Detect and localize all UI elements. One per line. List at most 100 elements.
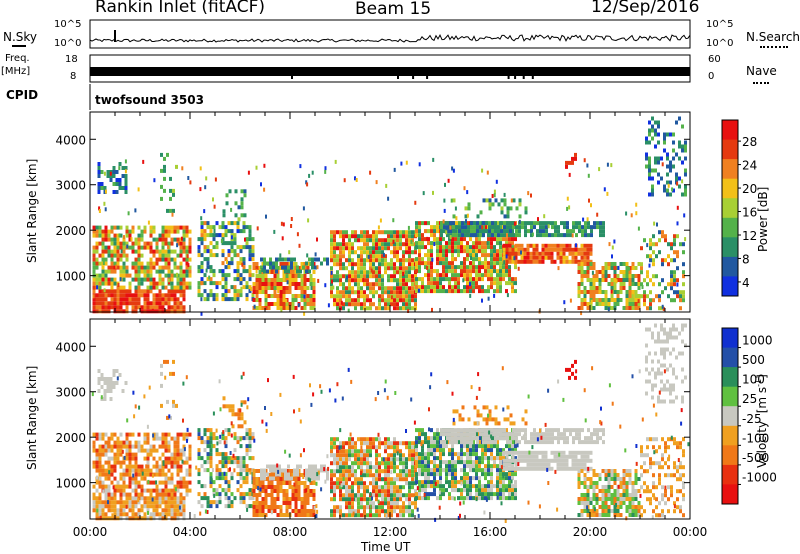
- power-cell: [230, 233, 234, 238]
- velocity-cell: [98, 508, 102, 513]
- velocity-cell: [378, 453, 381, 458]
- velocity-cell: [333, 469, 336, 474]
- velocity-cell: [221, 472, 225, 477]
- nave-label: Nave: [746, 64, 777, 78]
- power-cell: [506, 293, 509, 298]
- power-cell: [330, 282, 333, 287]
- power-cell: [436, 273, 439, 278]
- power-cell: [445, 230, 448, 235]
- velocity-cell: [149, 512, 153, 517]
- power-cell: [291, 274, 295, 278]
- velocity-cell: [311, 472, 314, 477]
- power-cell: [415, 281, 418, 286]
- power-cell: [487, 277, 490, 282]
- power-cell: [95, 261, 99, 266]
- power-cell: [107, 269, 111, 274]
- power-cell: [116, 297, 120, 302]
- velocity-cell: [140, 504, 144, 509]
- velocity-cell: [276, 477, 280, 481]
- power-cell: [645, 156, 648, 161]
- velocity-cell: [312, 509, 316, 513]
- velocity-cell: [481, 492, 484, 497]
- velocity-cell: [442, 492, 445, 497]
- power-cell: [470, 233, 473, 238]
- velocity-cell: [393, 477, 396, 482]
- power-cell: [418, 241, 421, 246]
- power-cell: [554, 233, 557, 238]
- power-cell: [242, 269, 246, 274]
- power-cell: [541, 247, 545, 252]
- power-cell: [411, 258, 414, 263]
- power-cell: [482, 233, 485, 238]
- power-cell: [405, 230, 408, 235]
- power-cell: [405, 250, 408, 255]
- velocity-cell: [97, 389, 101, 393]
- power-cell: [316, 237, 318, 242]
- power-cell: [113, 249, 117, 254]
- power-cell: [472, 261, 475, 266]
- velocity-cell: [430, 480, 433, 485]
- power-cell: [206, 245, 210, 250]
- power-cell: [488, 225, 491, 230]
- power-cell: [137, 237, 141, 242]
- power-cell: [490, 241, 493, 246]
- velocity-cell: [393, 465, 396, 470]
- velocity-cell: [113, 440, 117, 445]
- power-cell: [451, 237, 454, 242]
- velocity-cell: [113, 460, 117, 465]
- power-cell: [110, 257, 114, 262]
- power-cell: [396, 302, 399, 307]
- power-cell: [282, 262, 286, 266]
- power-cell: [613, 239, 616, 244]
- velocity-cell: [418, 484, 421, 489]
- velocity-cell: [98, 468, 102, 473]
- velocity-cell: [209, 428, 213, 433]
- velocity-cell: [493, 456, 496, 461]
- power-cell: [134, 241, 138, 246]
- power-cell: [237, 205, 241, 210]
- power-cell: [619, 262, 623, 266]
- velocity-cell: [345, 449, 348, 454]
- power-cell: [188, 257, 192, 262]
- power-cell: [410, 239, 413, 244]
- power-cell: [637, 278, 641, 282]
- power-cell: [360, 294, 363, 299]
- velocity-cell: [158, 488, 162, 493]
- power-cell: [466, 269, 469, 274]
- power-cell: [458, 225, 461, 230]
- power-cell: [390, 298, 393, 303]
- power-cell: [405, 246, 408, 251]
- velocity-cell: [224, 460, 228, 465]
- velocity-cell: [146, 448, 150, 453]
- power-cell: [408, 302, 411, 307]
- power-cell: [508, 269, 511, 274]
- power-cell: [399, 294, 402, 299]
- power-cell: [281, 265, 284, 270]
- velocity-cell: [218, 468, 222, 473]
- power-cell: [488, 206, 492, 211]
- power-cell: [377, 225, 380, 230]
- power-cell: [306, 253, 309, 258]
- power-cell: [591, 270, 594, 275]
- velocity-cell: [445, 440, 448, 445]
- power-cell: [390, 242, 393, 247]
- velocity-cell: [360, 453, 363, 458]
- velocity-cell: [97, 381, 101, 385]
- power-cell: [503, 192, 506, 197]
- velocity-cell: [182, 484, 186, 489]
- power-cell: [532, 251, 536, 256]
- power-cell: [333, 238, 336, 243]
- velocity-cell: [164, 436, 168, 441]
- power-cell: [224, 257, 228, 262]
- velocity-cell: [170, 492, 174, 497]
- power-cell: [487, 265, 490, 270]
- power-cell: [475, 233, 478, 238]
- velocity-cell: [360, 501, 363, 506]
- power-cell: [239, 257, 243, 262]
- power-cell: [339, 274, 342, 279]
- power-cell: [648, 132, 651, 137]
- power-cell: [116, 253, 120, 258]
- power-cell: [430, 241, 433, 246]
- velocity-cell: [354, 441, 357, 446]
- velocity-cell: [261, 485, 265, 489]
